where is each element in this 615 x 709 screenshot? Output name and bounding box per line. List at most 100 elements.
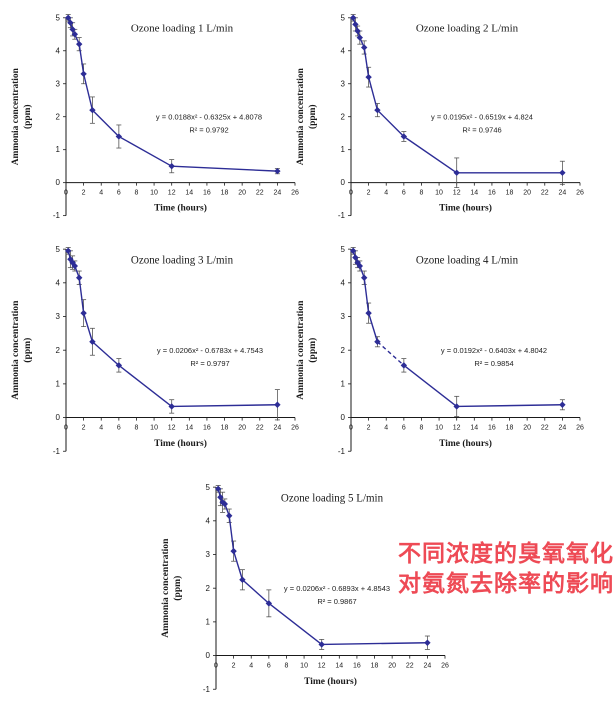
x-tick-label: 12: [453, 425, 461, 432]
chart-ozone-3: 0 2 4 6 8 10 12 14 16 18 20 22 24 26 -1 0 1 2 3 4 5 Ozone loa…: [2, 233, 307, 470]
x-tick-label: 10: [435, 190, 443, 197]
chart-ozone-4: 0 2 4 6 8 10 12 14 16 18 20 22 24 26 -1 0 1 2 3 4 5 Ozone loa…: [287, 233, 592, 470]
data-point-marker: [374, 338, 381, 345]
y-tick-label: 2: [56, 346, 61, 355]
x-tick-label: 0: [349, 425, 353, 432]
y-tick-label: 4: [206, 516, 211, 525]
x-tick-label: 2: [367, 190, 371, 197]
y-tick-label: 5: [56, 13, 61, 22]
data-point-marker: [274, 401, 281, 408]
series-segment: [78, 277, 85, 314]
x-tick-label: 6: [267, 663, 271, 670]
chart-ozone-1: 0 2 4 6 8 10 12 14 16 18 20 22 24 26 -1 0 1 2 3 4 5 Ozone loa…: [2, 2, 307, 234]
y-tick-label: 0: [206, 651, 211, 660]
x-tick-label: 14: [185, 190, 193, 197]
x-tick-label: 16: [353, 663, 361, 670]
x-tick-label: 12: [168, 425, 176, 432]
data-point-marker: [230, 547, 237, 555]
data-point-marker: [361, 44, 368, 51]
y-axis-label-units: (ppm): [22, 104, 33, 128]
series-segment: [78, 44, 85, 74]
y-tick-label: 4: [56, 278, 61, 287]
fit-equation: y = 0.0192x² - 0.6403x + 4.8042: [441, 346, 547, 355]
x-tick-label: 14: [470, 425, 478, 432]
data-point-marker: [559, 169, 566, 176]
x-tick-label: 8: [285, 663, 289, 670]
x-tick-label: 6: [402, 425, 406, 432]
fit-equation: y = 0.0206x² - 0.6893x + 4.8543: [284, 584, 390, 593]
series-segment: [456, 404, 563, 408]
data-point-marker: [350, 247, 357, 255]
series-segment: [367, 76, 379, 111]
x-tick-label: 22: [406, 663, 414, 670]
y-tick-label: 2: [341, 346, 346, 355]
y-tick-label: 3: [341, 79, 346, 88]
y-axis-label-units: (ppm): [172, 576, 183, 601]
y-tick-label: 3: [56, 312, 61, 321]
data-point-marker: [400, 133, 408, 140]
chart-title: Ozone loading 2 L/min: [416, 23, 519, 35]
annotation-line-2: 对氨氮去除率的影响: [398, 570, 614, 597]
data-point-marker: [65, 247, 72, 255]
x-tick-label: 22: [541, 190, 549, 197]
x-tick-label: 26: [576, 190, 584, 197]
x-tick-label: 6: [117, 190, 121, 197]
fit-equation: y = 0.0206x² - 0.6783x + 4.7543: [157, 346, 263, 355]
x-tick-label: 18: [506, 190, 514, 197]
x-tick-label: 18: [371, 663, 379, 670]
series-segment: [118, 364, 173, 408]
x-tick-label: 22: [541, 425, 549, 432]
data-point-marker: [356, 34, 364, 41]
fit-r-squared: R² = 0.9746: [462, 125, 501, 134]
y-tick-label: 1: [341, 145, 346, 154]
x-tick-label: 24: [423, 663, 431, 670]
x-tick-label: 10: [435, 425, 443, 432]
x-tick-label: 0: [214, 663, 218, 670]
red-chinese-annotation: 不同浓度的臭氧氧化 对氨氮去除率的影响: [398, 538, 614, 599]
x-tick-label: 20: [388, 663, 396, 670]
series-segment: [241, 579, 270, 604]
x-tick-label: 24: [274, 190, 282, 197]
data-point-marker: [453, 169, 460, 176]
data-point-marker: [76, 274, 83, 281]
y-tick-label: 1: [56, 145, 61, 154]
series-segment: [268, 602, 323, 646]
data-point-marker: [80, 70, 87, 78]
y-tick-label: 2: [206, 584, 211, 593]
data-point-marker: [424, 639, 431, 646]
x-tick-label: 4: [384, 190, 388, 197]
y-tick-label: 3: [341, 312, 346, 321]
x-tick-label: 10: [300, 663, 308, 670]
x-tick-label: 6: [402, 190, 406, 197]
x-tick-label: 4: [249, 663, 253, 670]
x-tick-label: 8: [135, 190, 139, 197]
data-point-marker: [217, 494, 224, 501]
x-tick-label: 14: [335, 663, 343, 670]
y-tick-label: 0: [56, 178, 61, 187]
data-point-marker: [219, 499, 226, 506]
x-tick-label: 24: [273, 425, 281, 432]
x-tick-label: 22: [256, 425, 264, 432]
x-axis-label: Time (hours): [154, 438, 207, 449]
x-tick-label: 14: [470, 190, 478, 197]
data-point-marker: [168, 403, 175, 410]
x-tick-label: 12: [168, 190, 176, 197]
data-point-marker: [67, 19, 74, 26]
y-tick-label: 3: [206, 550, 211, 559]
x-tick-label: 26: [576, 425, 584, 432]
series-segment: [376, 109, 405, 137]
data-point-marker: [168, 163, 175, 170]
x-tick-label: 18: [221, 190, 229, 197]
x-tick-label: 18: [221, 425, 229, 432]
data-point-marker: [356, 262, 364, 270]
y-tick-label: 5: [206, 483, 211, 492]
fit-equation: y = 0.0195x² - 0.6519x + 4.824: [431, 113, 533, 122]
x-tick-label: 26: [291, 190, 299, 197]
x-axis-label: Time (hours): [439, 438, 492, 449]
data-point-marker: [115, 362, 123, 369]
x-tick-label: 8: [420, 190, 424, 197]
x-tick-label: 14: [185, 425, 193, 432]
